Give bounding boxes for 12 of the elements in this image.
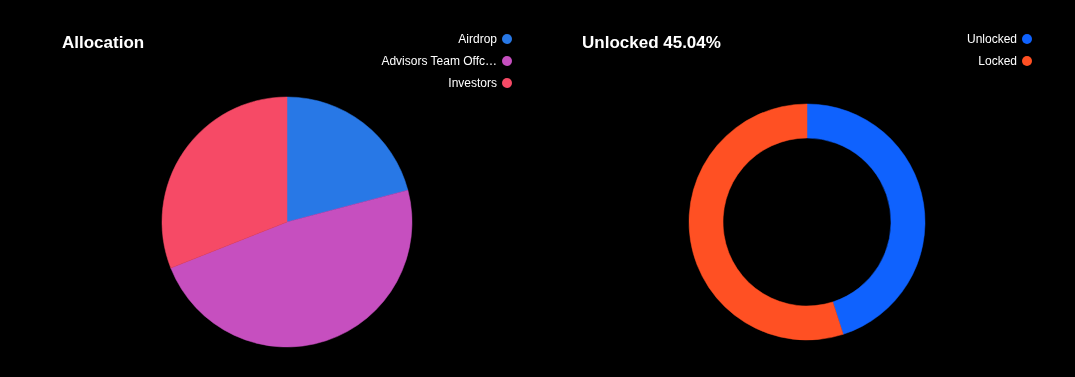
donut-slice bbox=[806, 103, 926, 335]
pie-slice bbox=[170, 189, 413, 348]
legend-label: Investors bbox=[448, 76, 497, 90]
legend-label: Airdrop bbox=[458, 32, 498, 46]
chart-title: Allocation bbox=[62, 33, 145, 52]
legend-label: Locked bbox=[978, 54, 1017, 68]
legend-label: Unlocked bbox=[966, 32, 1017, 46]
legend-label: Advisors Team Offc… bbox=[381, 54, 497, 68]
pie-slice bbox=[161, 96, 288, 269]
pie-slice bbox=[286, 96, 409, 223]
donut-slice bbox=[688, 103, 844, 341]
chart-title: Unlocked 45.04% bbox=[582, 33, 721, 52]
